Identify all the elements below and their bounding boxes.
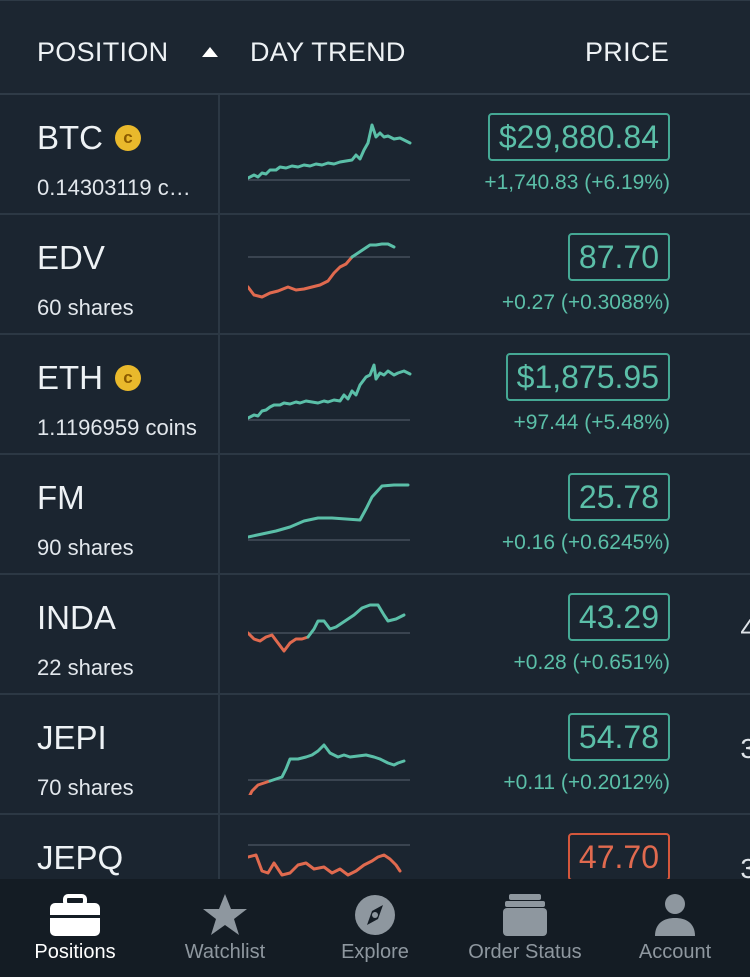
price-button[interactable]: $29,880.84: [487, 113, 670, 161]
crypto-coin-icon: c: [115, 125, 141, 151]
position-quantity: 0.14303119 c…: [37, 175, 191, 200]
day-trend-sparkline: [248, 743, 410, 795]
tab-watchlist[interactable]: Watchlist: [150, 879, 300, 977]
clipped-column-value: 3: [740, 733, 750, 764]
price-button[interactable]: 54.78: [567, 713, 670, 761]
position-symbol: BTC: [37, 119, 103, 156]
position-row-eth[interactable]: ETH c 1.1196959 coins $1,875.95 +97.44 (+5.4…: [0, 335, 750, 455]
sparkline-up-segment: [248, 483, 410, 539]
tab-label: Watchlist: [184, 941, 266, 963]
sparkline-up-segment: [268, 743, 406, 783]
position-column-header[interactable]: POSITION: [37, 37, 169, 67]
price-change: +0.27 (+0.3088%): [501, 291, 670, 314]
tab-label: Order Status: [468, 941, 582, 963]
position-symbol: EDV: [37, 239, 105, 276]
sparkline-down-segment: [248, 255, 354, 299]
price-button[interactable]: 47.70: [567, 833, 670, 879]
tab-explore[interactable]: Explore: [300, 879, 450, 977]
sparkline-up-segment: [306, 603, 406, 639]
price-button[interactable]: 87.70: [567, 233, 670, 281]
price-change: +97.44 (+5.48%): [513, 411, 670, 434]
clipped-column-value: 3: [740, 853, 750, 879]
position-row-edv[interactable]: EDV 60 shares 87.70 +0.27 (+0.3088%): [0, 215, 750, 335]
sparkline-down-segment: [248, 631, 310, 653]
column-header: POSITION DAY TREND PRICE: [0, 0, 750, 95]
position-quantity: 60 shares: [37, 295, 134, 320]
price-change: +0.28 (+0.651%): [513, 651, 670, 674]
day-trend-column-header[interactable]: DAY TREND: [250, 37, 406, 67]
sparkline-down-segment: [248, 779, 272, 795]
briefcase-icon: [50, 893, 100, 937]
price-column-header[interactable]: PRICE: [585, 37, 670, 67]
tab-positions[interactable]: Positions: [0, 879, 150, 977]
crypto-coin-icon: c: [115, 365, 141, 391]
positions-list: BTC c 0.14303119 c… $29,880.84 +1,740.83 (+6…: [0, 95, 750, 879]
position-symbol: INDA: [37, 599, 116, 636]
column-divider: [218, 95, 220, 879]
sparkline-up-segment: [350, 242, 396, 259]
price-change: +1,740.83 (+6.19%): [484, 171, 670, 194]
position-symbol: ETH: [37, 359, 103, 396]
tab-bar: Positions Watchlist Explore Order Status Acc…: [0, 879, 750, 977]
position-row-jepq[interactable]: JEPQ 47.70 3: [0, 815, 750, 879]
day-trend-sparkline: [248, 844, 410, 877]
sparkline-down-segment: [248, 853, 402, 877]
star-icon: [200, 893, 250, 937]
price-button[interactable]: 43.29: [567, 593, 670, 641]
position-row-jepi[interactable]: JEPI 70 shares 54.78 +0.11 (+0.2012%) 3: [0, 695, 750, 815]
position-quantity: 1.1196959 coins: [37, 415, 197, 440]
position-symbol: FM: [37, 479, 85, 516]
position-quantity: 70 shares: [37, 775, 134, 800]
position-row-fm[interactable]: FM 90 shares 25.78 +0.16 (+0.6245%): [0, 455, 750, 575]
day-trend-sparkline: [248, 242, 410, 299]
position-row-btc[interactable]: BTC c 0.14303119 c… $29,880.84 +1,740.83 (+6…: [0, 95, 750, 215]
day-trend-sparkline: [248, 123, 412, 181]
sort-ascending-icon[interactable]: [202, 47, 218, 57]
position-symbol: JEPI: [37, 719, 107, 756]
price-change: +0.11 (+0.2012%): [503, 771, 670, 794]
position-symbol: JEPQ: [37, 839, 124, 876]
position-quantity: 90 shares: [37, 535, 134, 560]
price-change: +0.16 (+0.6245%): [501, 531, 670, 554]
price-button[interactable]: 25.78: [567, 473, 670, 521]
day-trend-sparkline: [248, 483, 410, 541]
position-quantity: 22 shares: [37, 655, 134, 680]
price-button[interactable]: $1,875.95: [505, 353, 670, 401]
compass-icon: [350, 893, 400, 937]
tab-label: Positions: [34, 941, 116, 963]
tab-account[interactable]: Account: [600, 879, 750, 977]
tab-order-status[interactable]: Order Status: [450, 879, 600, 977]
sparkline-up-segment: [248, 363, 412, 420]
tab-label: Explore: [341, 941, 409, 963]
person-icon: [650, 893, 700, 937]
day-trend-sparkline: [248, 363, 412, 421]
sparkline-up-segment: [248, 123, 412, 180]
position-row-inda[interactable]: INDA 22 shares 43.29 +0.28 (+0.651%) 4: [0, 575, 750, 695]
stack-icon: [500, 893, 550, 937]
day-trend-sparkline: [248, 603, 410, 653]
clipped-column-value: 4: [740, 613, 750, 644]
tab-label: Account: [638, 941, 712, 963]
